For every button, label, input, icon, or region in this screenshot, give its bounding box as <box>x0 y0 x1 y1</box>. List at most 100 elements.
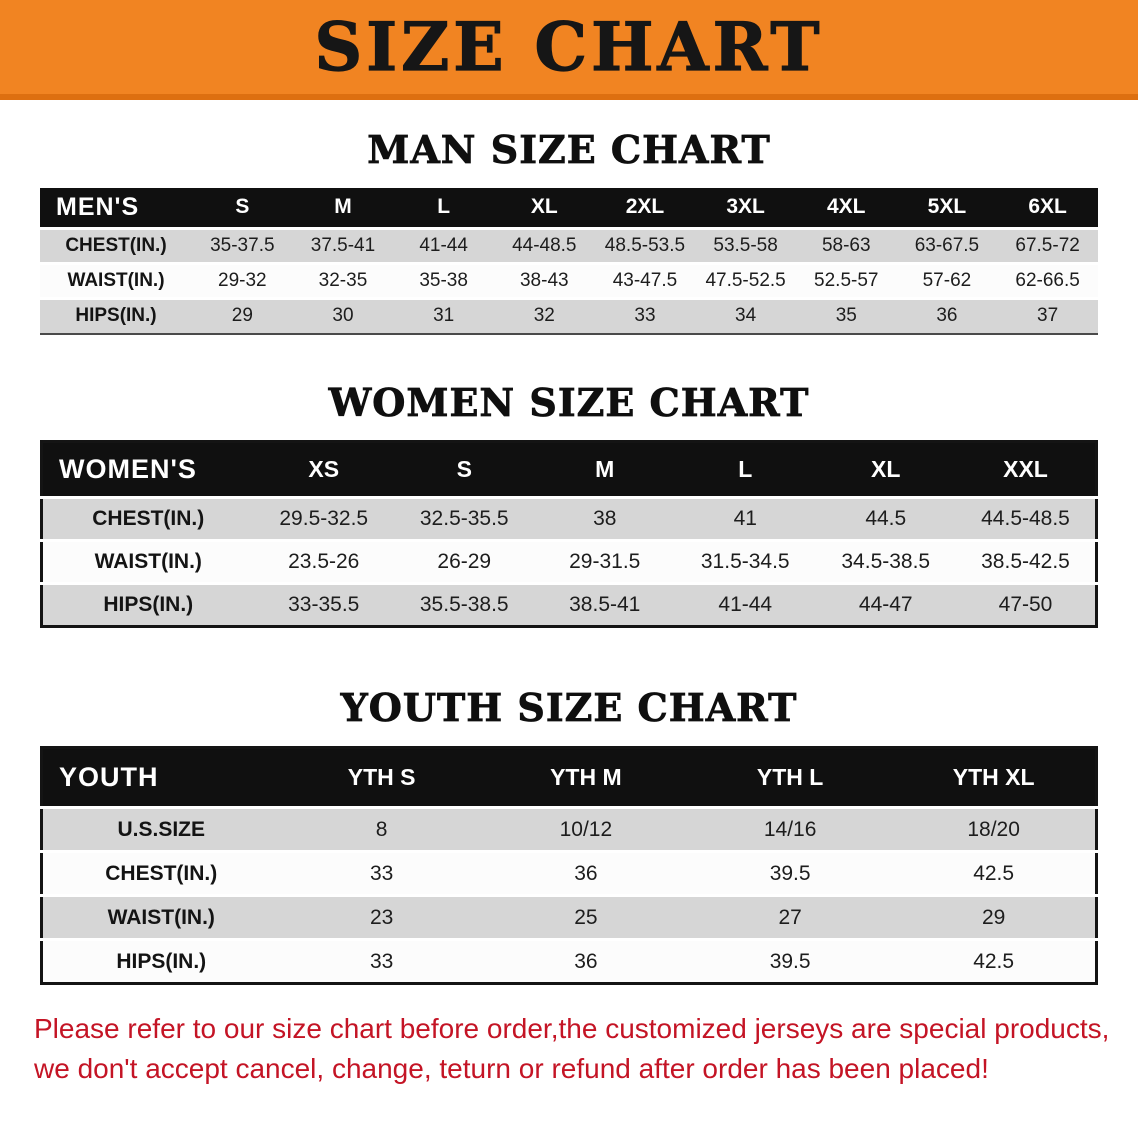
row-label: HIPS(IN.) <box>41 939 280 984</box>
size-value-cell: 18/20 <box>892 807 1097 852</box>
table-row: CHEST(IN.) 35-37.5 37.5-41 41-44 44-48.5 48.5… <box>40 228 1098 264</box>
row-label: CHEST(IN.) <box>40 228 192 264</box>
size-value-cell: 32-35 <box>292 263 394 299</box>
size-value-cell: 58-63 <box>795 228 897 264</box>
size-value-cell: 33 <box>279 939 484 984</box>
banner: SIZE CHART <box>0 0 1138 100</box>
size-value-cell: 42.5 <box>892 939 1097 984</box>
size-value-cell: 38 <box>534 497 675 541</box>
size-value-cell: 29 <box>192 298 293 334</box>
youth-corner-label: YOUTH <box>41 747 280 808</box>
size-value-cell: 39.5 <box>688 851 893 896</box>
size-value-cell: 42.5 <box>892 851 1097 896</box>
size-value-cell: 53.5-58 <box>695 228 796 264</box>
size-value-cell: 35-37.5 <box>192 228 293 264</box>
size-value-cell: 62-66.5 <box>997 263 1098 299</box>
table-row: HIPS(IN.) 33 36 39.5 42.5 <box>41 939 1097 984</box>
size-column-header: 5XL <box>896 187 998 229</box>
size-value-cell: 44.5-48.5 <box>956 497 1097 541</box>
size-value-cell: 44-48.5 <box>493 228 595 264</box>
row-label: HIPS(IN.) <box>40 298 192 334</box>
footer-note: Please refer to our size chart before or… <box>0 1009 1138 1089</box>
size-value-cell: 23 <box>279 895 484 940</box>
row-label: WAIST(IN.) <box>41 540 254 584</box>
size-column-header: M <box>534 441 675 498</box>
size-value-cell: 29 <box>892 895 1097 940</box>
size-value-cell: 37 <box>997 298 1098 334</box>
row-label: CHEST(IN.) <box>41 497 254 541</box>
size-value-cell: 29-31.5 <box>534 540 675 584</box>
size-value-cell: 38-43 <box>493 263 595 299</box>
row-label: U.S.SIZE <box>41 807 280 852</box>
men-size-table: MEN'S S M L XL 2XL 3XL 4XL 5XL 6XL CHEST(IN.) 35-37… <box>40 187 1098 335</box>
size-value-cell: 33 <box>279 851 484 896</box>
row-label: WAIST(IN.) <box>41 895 280 940</box>
size-column-header: YTH XL <box>892 747 1097 808</box>
size-value-cell: 38.5-41 <box>534 583 675 627</box>
size-value-cell: 31.5-34.5 <box>675 540 816 584</box>
size-column-header: YTH S <box>279 747 484 808</box>
footer-note-line-2: we don't accept cancel, change, teturn o… <box>34 1052 989 1084</box>
size-value-cell: 26-29 <box>394 540 535 584</box>
size-column-header: 6XL <box>997 187 1098 229</box>
size-value-cell: 10/12 <box>483 807 688 852</box>
women-header-row: WOMEN'S XS S M L XL XXL <box>41 441 1097 498</box>
women-section: WOMEN SIZE CHART WOMEN'S XS S M L XL XXL CHEST(I… <box>0 380 1138 629</box>
size-value-cell: 48.5-53.5 <box>594 228 696 264</box>
size-value-cell: 29.5-32.5 <box>253 497 394 541</box>
size-column-header: S <box>192 187 293 229</box>
youth-section-heading: YOUTH SIZE CHART <box>340 685 798 731</box>
row-label: HIPS(IN.) <box>41 583 254 627</box>
youth-size-table: YOUTH YTH S YTH M YTH L YTH XL U.S.SIZE 8 10/12… <box>40 746 1098 986</box>
women-corner-label: WOMEN'S <box>41 441 254 498</box>
size-value-cell: 44.5 <box>815 497 956 541</box>
size-value-cell: 38.5-42.5 <box>956 540 1097 584</box>
size-value-cell: 43-47.5 <box>594 263 696 299</box>
size-column-header: L <box>675 441 816 498</box>
size-column-header: 2XL <box>594 187 696 229</box>
table-row: HIPS(IN.) 33-35.5 35.5-38.5 38.5-41 41-44 44-… <box>41 583 1097 627</box>
size-value-cell: 39.5 <box>688 939 893 984</box>
size-value-cell: 35.5-38.5 <box>394 583 535 627</box>
size-column-header: XL <box>493 187 595 229</box>
men-header-row: MEN'S S M L XL 2XL 3XL 4XL 5XL 6XL <box>40 187 1098 229</box>
size-value-cell: 8 <box>279 807 484 852</box>
size-column-header: YTH L <box>688 747 893 808</box>
size-value-cell: 14/16 <box>688 807 893 852</box>
size-column-header: YTH M <box>483 747 688 808</box>
size-column-header: 3XL <box>695 187 796 229</box>
size-value-cell: 37.5-41 <box>292 228 394 264</box>
size-value-cell: 44-47 <box>815 583 956 627</box>
size-value-cell: 41-44 <box>393 228 494 264</box>
table-row: CHEST(IN.) 29.5-32.5 32.5-35.5 38 41 44.5 44.5… <box>41 497 1097 541</box>
size-value-cell: 41 <box>675 497 816 541</box>
footer-note-line-1: Please refer to our size chart before or… <box>34 1013 1110 1045</box>
size-value-cell: 36 <box>483 851 688 896</box>
size-column-header: S <box>394 441 535 498</box>
size-value-cell: 25 <box>483 895 688 940</box>
size-value-cell: 31 <box>393 298 494 334</box>
table-row: WAIST(IN.) 23 25 27 29 <box>41 895 1097 940</box>
size-value-cell: 35 <box>795 298 897 334</box>
size-value-cell: 33-35.5 <box>253 583 394 627</box>
size-column-header: XL <box>815 441 956 498</box>
men-section: MAN SIZE CHART MEN'S S M L XL 2XL 3XL 4XL 5XL 6XL C… <box>0 127 1138 335</box>
youth-header-row: YOUTH YTH S YTH M YTH L YTH XL <box>41 747 1097 808</box>
size-column-header: 4XL <box>795 187 897 229</box>
size-column-header: L <box>393 187 494 229</box>
men-corner-label: MEN'S <box>40 187 192 229</box>
size-value-cell: 34.5-38.5 <box>815 540 956 584</box>
size-value-cell: 30 <box>292 298 394 334</box>
banner-title: SIZE CHART <box>314 8 824 86</box>
size-chart-sections: MAN SIZE CHART MEN'S S M L XL 2XL 3XL 4XL 5XL 6XL C… <box>0 127 1138 986</box>
women-size-table: WOMEN'S XS S M L XL XXL CHEST(IN.) 29.5-32.5 32.5… <box>40 440 1098 629</box>
size-value-cell: 32.5-35.5 <box>394 497 535 541</box>
table-row: U.S.SIZE 8 10/12 14/16 18/20 <box>41 807 1097 852</box>
size-value-cell: 32 <box>493 298 595 334</box>
row-label: CHEST(IN.) <box>41 851 280 896</box>
table-row: WAIST(IN.) 23.5-26 26-29 29-31.5 31.5-34.5 34… <box>41 540 1097 584</box>
size-value-cell: 27 <box>688 895 893 940</box>
size-value-cell: 34 <box>695 298 796 334</box>
size-value-cell: 33 <box>594 298 696 334</box>
